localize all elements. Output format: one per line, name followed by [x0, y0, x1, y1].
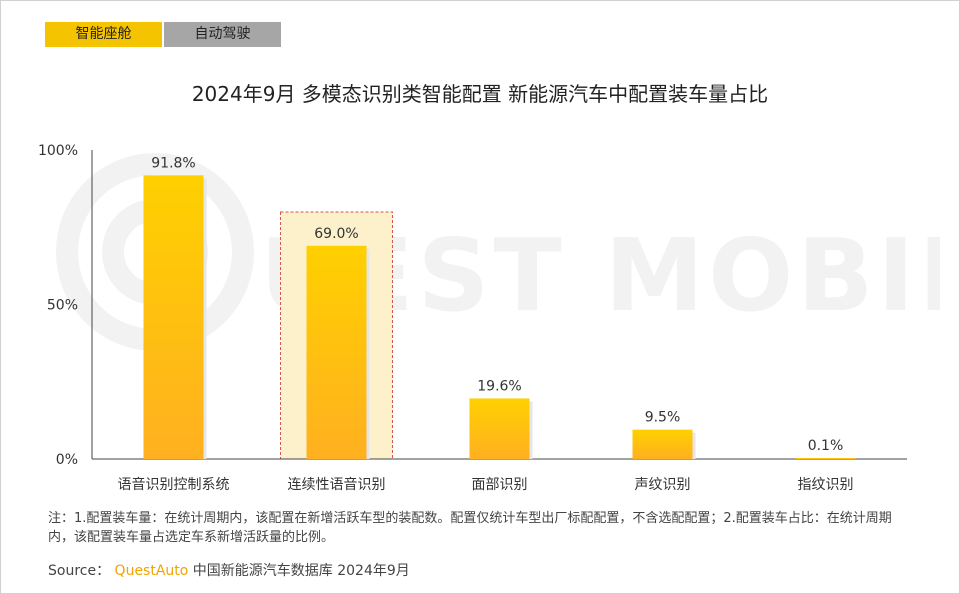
bar — [632, 429, 693, 459]
source-line: Source： QuestAuto 中国新能源汽车数据库 2024年9月 — [48, 560, 410, 580]
source-label: Source： — [48, 563, 111, 579]
bar — [143, 175, 204, 459]
x-tick-label: 面部识别 — [472, 477, 528, 493]
data-label: 9.5% — [645, 410, 681, 426]
x-tick-label: 连续性语音识别 — [288, 476, 386, 493]
tab-autonomous-driving[interactable]: 自动驾驶 — [164, 22, 281, 47]
bar — [795, 458, 856, 459]
bar-chart: 0% 50% 100% 91.8% 语音识别控制系统 69.0% 连续性语音识别 19.6% 面… — [38, 143, 907, 493]
y-tick-label: 50% — [47, 298, 78, 314]
y-tick-label: 100% — [38, 143, 78, 159]
bar — [306, 245, 367, 459]
x-tick-label: 语音识别控制系统 — [118, 476, 230, 493]
bar — [469, 398, 530, 459]
footnote: 注：1.配置装车量：在统计周期内，该配置在新增活跃车型的装配数。配置仅统计车型出… — [48, 511, 892, 545]
data-label: 0.1% — [808, 438, 844, 454]
tab-bar: 智能座舱 自动驾驶 — [45, 22, 281, 47]
x-tick-label: 指纹识别 — [798, 477, 854, 493]
tab-smart-cockpit[interactable]: 智能座舱 — [45, 22, 162, 47]
chart-title: 2024年9月 多模态识别类智能配置 新能源汽车中配置装车量占比 — [191, 82, 769, 106]
data-label: 19.6% — [477, 378, 521, 394]
data-label: 91.8% — [151, 155, 195, 171]
y-tick-label: 0% — [56, 452, 78, 468]
data-label: 69.0% — [314, 226, 358, 242]
source-brand: QuestAuto — [114, 563, 189, 579]
x-tick-label: 声纹识别 — [635, 477, 691, 493]
source-text: 中国新能源汽车数据库 2024年9月 — [192, 563, 410, 579]
